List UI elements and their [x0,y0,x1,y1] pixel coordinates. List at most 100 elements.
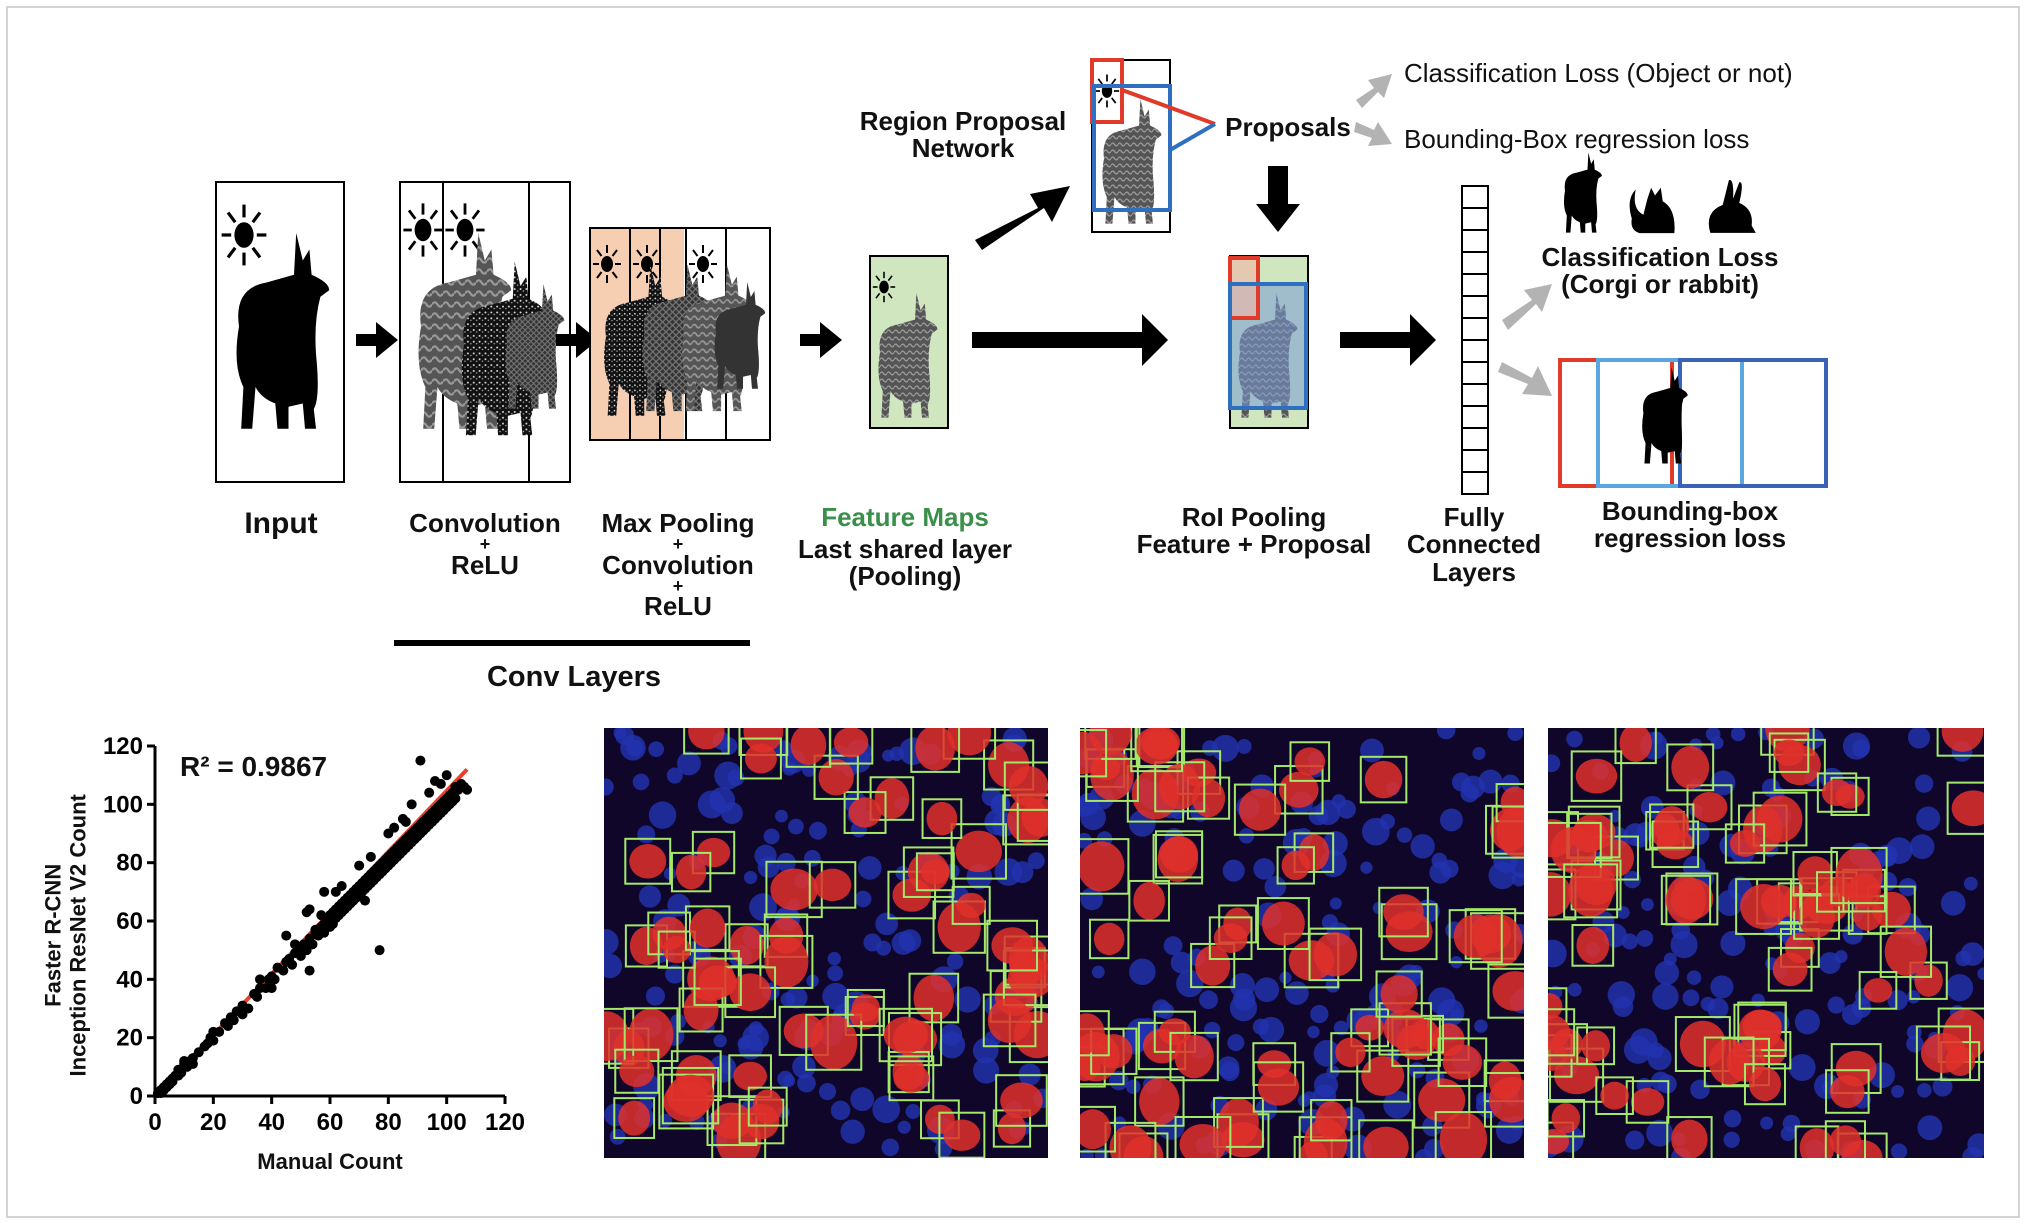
scatter-point [365,851,376,862]
cell-body [1021,798,1048,837]
detection-box [1359,755,1408,804]
cell-body [1080,1013,1105,1054]
nucleus [1329,897,1342,910]
cell-body [1619,728,1652,762]
detection-box [1548,1099,1586,1138]
nucleus [1478,769,1503,794]
cell-body [1383,1008,1427,1049]
nucleus [1917,1083,1932,1098]
detection-box [915,852,955,892]
cell-body [1139,1077,1180,1126]
cell-body [810,1014,858,1070]
nucleus [1254,977,1280,1003]
nucleus [897,1120,911,1134]
detection-box [759,934,814,989]
scatter-point [225,1012,236,1023]
nucleus [1751,993,1765,1008]
x-tick-label: 0 [148,1109,161,1136]
cell-body [1729,830,1761,857]
cell-body [1361,1056,1405,1097]
cell-body [1195,945,1231,986]
detection-box [724,923,769,968]
nucleus [1567,982,1582,997]
cell-body [1581,1030,1611,1062]
y-tick-label: 120 [103,733,143,760]
cell-body [1218,1098,1259,1147]
detection-box [1330,1032,1371,1073]
cell-body [1798,894,1836,938]
nucleus [1507,728,1524,742]
conv-relu-label: Convolution + ReLU [380,508,590,580]
last-shared-line-2: (Pooling) [848,561,962,592]
y-axis-label: Faster R-CNN Inception ResNet V2 Count [41,765,92,1105]
nucleus [954,986,981,1013]
detection-box [878,1007,934,1063]
nucleus [1906,990,1921,1004]
cell-body [1159,835,1199,873]
detection-box [908,972,960,1024]
nucleus [1707,997,1729,1020]
nucleus [1710,975,1734,999]
detection-box [684,905,731,951]
scatter-point [187,1058,198,1069]
cell-body [752,1089,783,1124]
nucleus [638,885,662,908]
cell-body [1600,1081,1629,1110]
cell-body [1821,779,1853,807]
nucleus [645,986,666,1006]
cell-body [1095,1034,1133,1069]
scatter-point [237,1009,248,1020]
detection-box [1174,1116,1232,1158]
nucleus [1383,1090,1412,1119]
nucleus [1827,996,1845,1014]
detection-box [951,885,991,925]
nucleus [604,953,623,979]
scatter-point [354,860,365,871]
x-axis-label: Manual Count [257,1149,403,1174]
class-loss-line-1: Classification Loss [1541,242,1779,272]
class-loss-line-2: (Corgi or rabbit) [1561,269,1759,300]
y-tick-label: 100 [103,791,143,818]
nucleus [1794,1009,1821,1035]
cell-body [956,892,986,918]
nucleus [1629,1028,1658,1056]
nucleus [783,1074,796,1087]
nucleus [1360,738,1384,763]
cell-body [1313,932,1358,977]
nucleus [665,964,685,984]
last-shared-layer-label: Last shared layer (Pooling) [770,535,1040,592]
classification-loss-class-label: Classification Loss (Corgi or rabbit) [1520,242,1800,300]
conv-relu-line-1: Convolution [409,508,561,538]
cell-body [666,1074,715,1117]
nucleus [1710,770,1736,796]
cell-body [1671,1119,1708,1158]
cell-body [851,994,880,1022]
scatter-point [462,784,473,795]
nucleus [1917,1115,1943,1141]
detection-box [1563,863,1619,919]
detection-box [813,754,859,800]
cell-body [1748,1067,1781,1102]
detection-box [614,1048,660,1094]
cell-body [1364,760,1403,799]
detection-image-1 [604,728,1048,1158]
x-tick-label: 100 [427,1109,467,1136]
nucleus [940,1023,963,1046]
rpn-line-1: Region Proposal [859,106,1067,136]
cell-body [1941,728,1984,752]
cell-body [913,974,955,1022]
nucleus [1229,994,1258,1022]
detection-box [661,1066,720,1125]
detection-box [1491,805,1524,859]
detection-box [1703,1036,1755,1088]
conv-relu-line-3: ReLU [451,549,519,580]
detection-box [1816,772,1858,813]
nucleus [666,767,683,784]
cell-body [1000,1082,1043,1119]
detection-box [1080,729,1108,778]
nucleus [1723,1131,1740,1148]
nucleus [1548,939,1567,968]
nucleus [1940,890,1966,916]
detection-box [1413,1071,1471,1129]
nucleus [1891,1084,1905,1098]
